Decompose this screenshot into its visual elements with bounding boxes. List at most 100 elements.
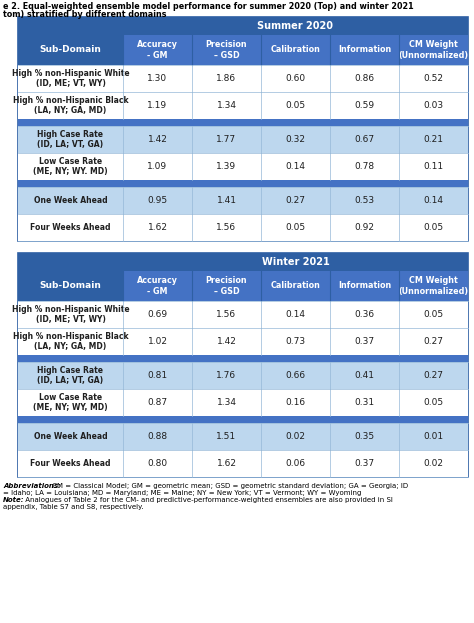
Bar xyxy=(18,355,468,362)
Text: 0.53: 0.53 xyxy=(355,196,374,205)
Bar xyxy=(18,253,468,477)
Bar xyxy=(18,65,468,92)
Text: 0.60: 0.60 xyxy=(285,74,306,83)
Bar xyxy=(18,328,468,355)
Bar xyxy=(18,35,123,65)
Text: 1.42: 1.42 xyxy=(147,135,167,144)
Bar xyxy=(18,362,468,389)
Text: 0.05: 0.05 xyxy=(285,101,306,110)
Text: 1.19: 1.19 xyxy=(147,101,168,110)
Text: 1.42: 1.42 xyxy=(217,337,237,346)
Text: 0.81: 0.81 xyxy=(147,371,168,380)
Text: 1.62: 1.62 xyxy=(217,459,237,468)
Text: 1.34: 1.34 xyxy=(217,101,237,110)
Text: 1.02: 1.02 xyxy=(147,337,167,346)
Text: 0.95: 0.95 xyxy=(147,196,168,205)
Bar xyxy=(399,271,468,301)
Bar xyxy=(330,35,399,65)
Text: 0.36: 0.36 xyxy=(355,310,374,319)
Text: 0.02: 0.02 xyxy=(423,459,444,468)
Text: 0.78: 0.78 xyxy=(355,162,374,171)
Bar xyxy=(123,271,192,301)
Text: Summer 2020: Summer 2020 xyxy=(257,21,334,31)
Bar xyxy=(18,153,468,180)
Text: 0.05: 0.05 xyxy=(423,223,444,232)
Text: High Case Rate
(ID, LA; VT, GA): High Case Rate (ID, LA; VT, GA) xyxy=(37,130,103,149)
Text: 0.86: 0.86 xyxy=(355,74,374,83)
Text: 0.73: 0.73 xyxy=(285,337,306,346)
Bar xyxy=(18,17,468,241)
Text: Precision
– GSD: Precision – GSD xyxy=(206,40,247,60)
Text: Accuracy
- GM: Accuracy - GM xyxy=(137,40,178,60)
Text: 0.02: 0.02 xyxy=(285,432,306,441)
Text: 0.21: 0.21 xyxy=(423,135,444,144)
Bar xyxy=(18,271,123,301)
Text: 1.41: 1.41 xyxy=(217,196,237,205)
Text: Information: Information xyxy=(338,45,391,54)
Text: Four Weeks Ahead: Four Weeks Ahead xyxy=(30,223,111,232)
Text: High Case Rate
(ID, LA; VT, GA): High Case Rate (ID, LA; VT, GA) xyxy=(37,366,103,385)
Text: 0.52: 0.52 xyxy=(423,74,444,83)
Bar xyxy=(18,301,468,328)
Bar xyxy=(18,119,468,126)
Text: 0.35: 0.35 xyxy=(355,432,374,441)
Bar xyxy=(18,180,468,187)
Text: 0.31: 0.31 xyxy=(355,398,374,407)
Text: Low Case Rate
(ME, NY; WY, MD): Low Case Rate (ME, NY; WY, MD) xyxy=(33,392,108,412)
Bar xyxy=(399,35,468,65)
Text: appendix, Table S7 and S8, respectively.: appendix, Table S7 and S8, respectively. xyxy=(3,504,144,510)
Bar xyxy=(123,35,192,65)
Bar xyxy=(261,271,330,301)
Text: One Week Ahead: One Week Ahead xyxy=(34,196,107,205)
Text: Sub-Domain: Sub-Domain xyxy=(39,45,101,54)
Bar xyxy=(18,423,468,450)
Bar xyxy=(18,187,468,214)
Text: 1.51: 1.51 xyxy=(217,432,237,441)
Text: Information: Information xyxy=(338,282,391,290)
Text: CM Weight
(Unnormalized): CM Weight (Unnormalized) xyxy=(399,40,469,60)
Text: 0.27: 0.27 xyxy=(423,371,444,380)
Text: 1.62: 1.62 xyxy=(147,223,167,232)
Text: 0.06: 0.06 xyxy=(285,459,306,468)
Text: 0.41: 0.41 xyxy=(355,371,374,380)
Text: 0.05: 0.05 xyxy=(285,223,306,232)
Text: Calibration: Calibration xyxy=(271,45,320,54)
Text: 0.16: 0.16 xyxy=(285,398,306,407)
Bar xyxy=(18,253,468,271)
Bar xyxy=(18,416,468,423)
Text: 1.30: 1.30 xyxy=(147,74,168,83)
Text: 0.80: 0.80 xyxy=(147,459,168,468)
Text: 1.09: 1.09 xyxy=(147,162,168,171)
Text: 0.37: 0.37 xyxy=(355,337,374,346)
Text: 1.39: 1.39 xyxy=(217,162,237,171)
Text: High % non-Hispanic Black
(LA, NY; GA, MD): High % non-Hispanic Black (LA, NY; GA, M… xyxy=(13,96,128,115)
Text: 0.66: 0.66 xyxy=(285,371,306,380)
Text: 1.86: 1.86 xyxy=(217,74,237,83)
Bar xyxy=(18,389,468,416)
Text: 1.56: 1.56 xyxy=(217,310,237,319)
Text: 0.01: 0.01 xyxy=(423,432,444,441)
Bar xyxy=(18,126,468,153)
Text: 0.37: 0.37 xyxy=(355,459,374,468)
Bar xyxy=(330,271,399,301)
Text: High % non-Hispanic Black
(LA, NY; GA, MD): High % non-Hispanic Black (LA, NY; GA, M… xyxy=(13,332,128,351)
Text: 0.32: 0.32 xyxy=(285,135,306,144)
Text: CM = Classical Model; GM = geometric mean; GSD = geometric standard deviation; G: CM = Classical Model; GM = geometric mea… xyxy=(50,483,408,489)
Bar xyxy=(18,92,468,119)
Text: CM Weight
(Unnormalized): CM Weight (Unnormalized) xyxy=(399,276,469,296)
Bar xyxy=(192,35,261,65)
Text: 0.14: 0.14 xyxy=(285,310,306,319)
Text: 0.27: 0.27 xyxy=(285,196,306,205)
Text: Low Case Rate
(ME, NY; WY. MD): Low Case Rate (ME, NY; WY. MD) xyxy=(33,157,108,176)
Text: 0.92: 0.92 xyxy=(355,223,374,232)
Bar xyxy=(18,214,468,241)
Text: e 2. Equal-weighted ensemble model performance for summer 2020 (Top) and winter : e 2. Equal-weighted ensemble model perfo… xyxy=(3,2,414,11)
Bar xyxy=(192,271,261,301)
Bar xyxy=(18,17,468,35)
Text: Calibration: Calibration xyxy=(271,282,320,290)
Text: Analogues of Table 2 for the CM- and predictive-performance-weighted ensembles a: Analogues of Table 2 for the CM- and pre… xyxy=(23,497,393,503)
Text: 0.88: 0.88 xyxy=(147,432,168,441)
Text: Abbreviations:: Abbreviations: xyxy=(3,483,61,489)
Text: 1.34: 1.34 xyxy=(217,398,237,407)
Text: 0.87: 0.87 xyxy=(147,398,168,407)
